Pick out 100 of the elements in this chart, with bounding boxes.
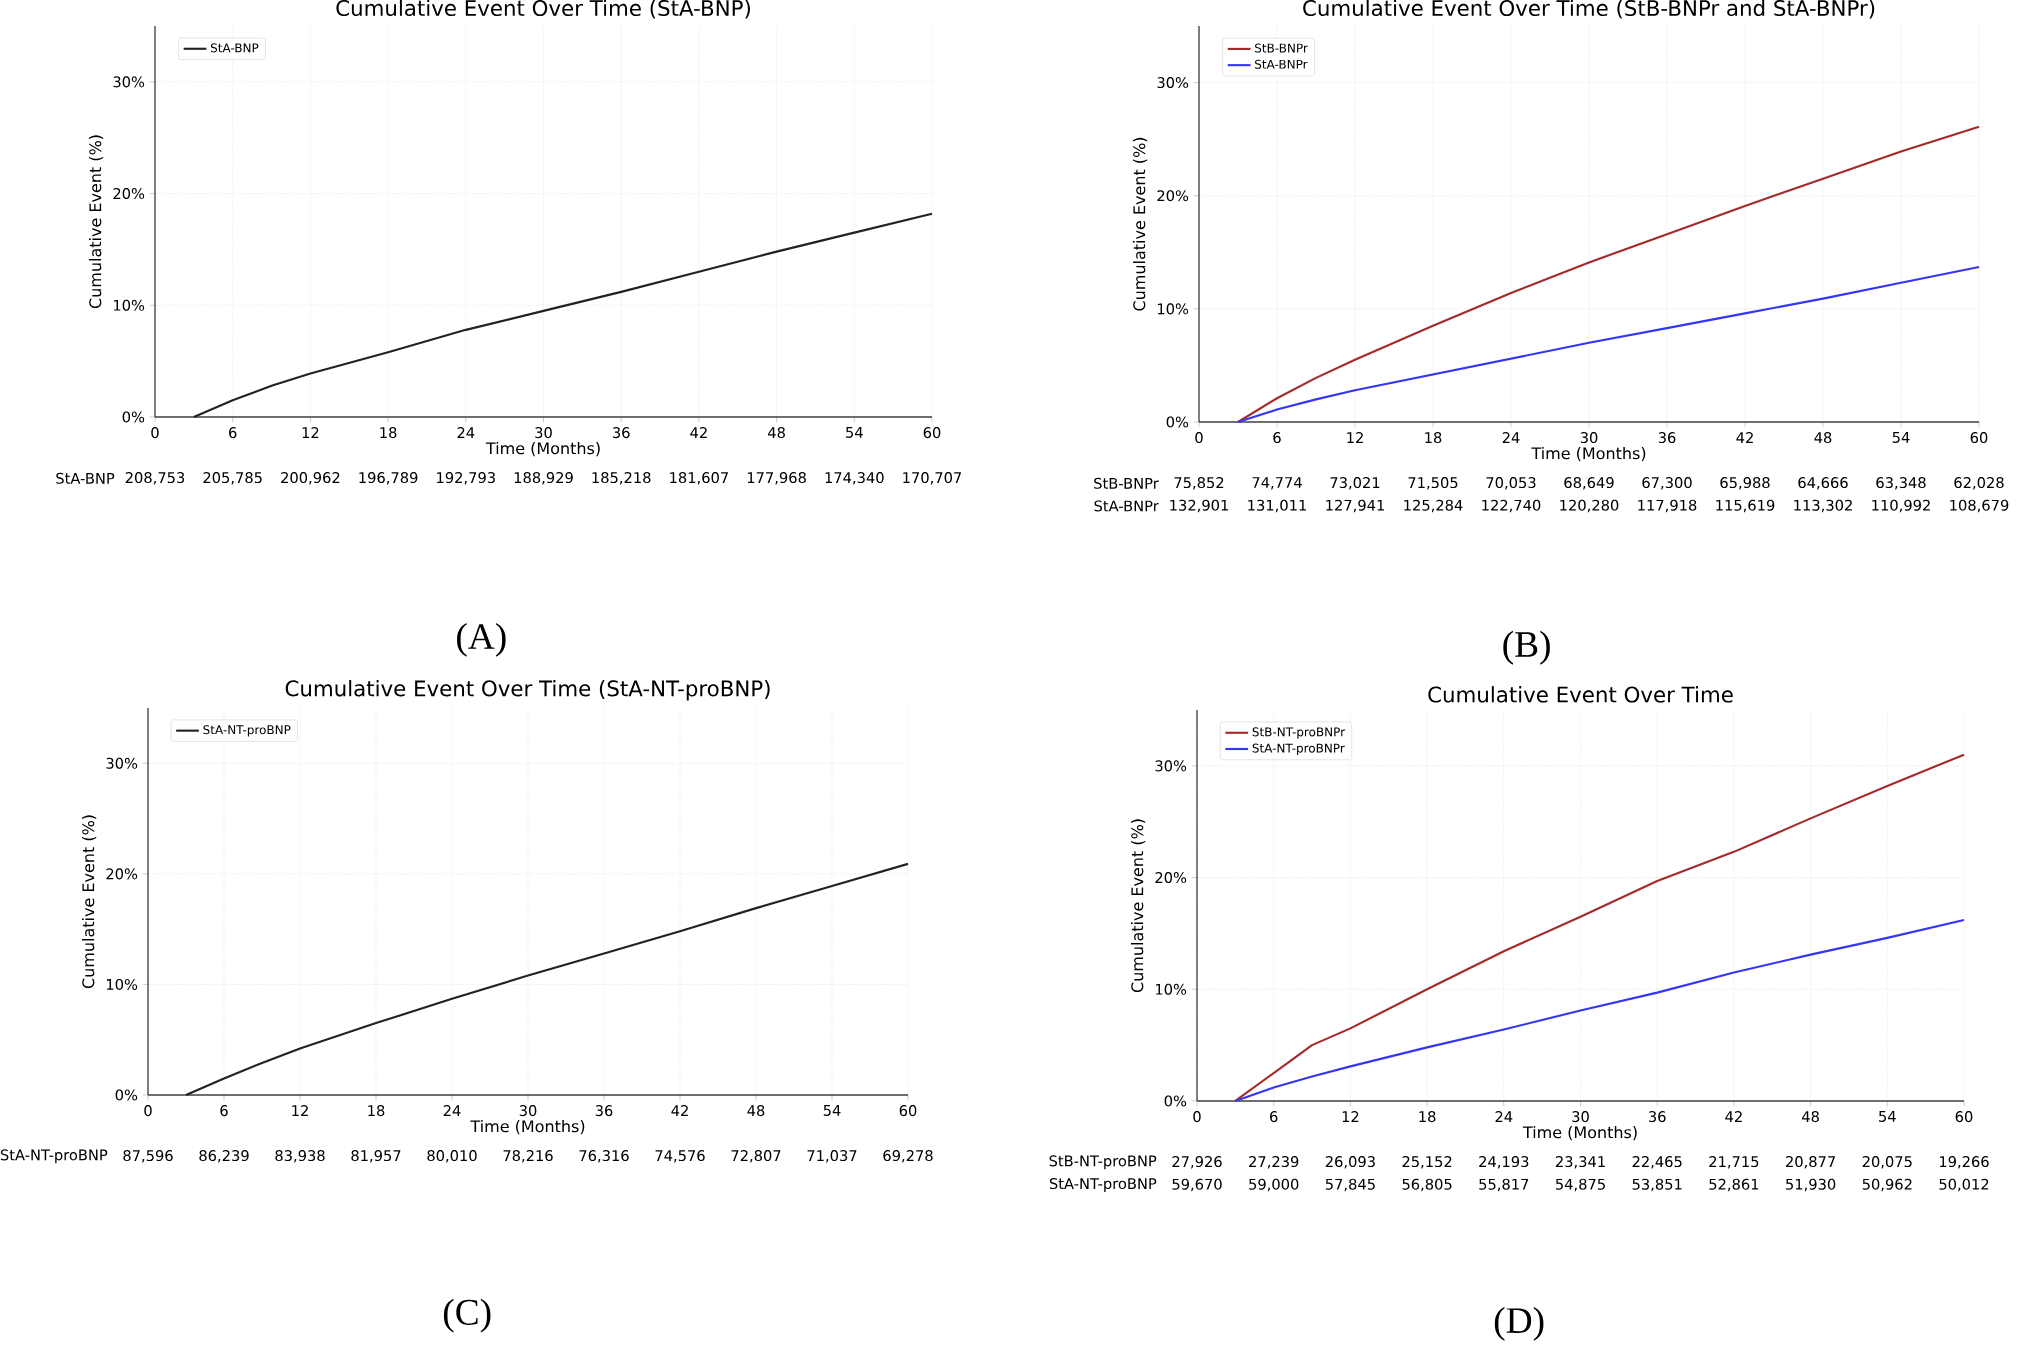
y-tick-label: 10% — [106, 978, 138, 990]
line-series — [1236, 125, 1981, 424]
text: 70,053 — [1486, 477, 1536, 490]
chart-title: Cumulative Event Over Time — [1428, 686, 1733, 703]
y-tick-label: 10% — [1155, 983, 1187, 995]
text: 19,266 — [1939, 1156, 1989, 1169]
x-tick-label: 42 — [1736, 432, 1753, 443]
text: 25,152 — [1402, 1156, 1452, 1169]
text: 83,938 — [275, 1150, 325, 1163]
text: 50,012 — [1939, 1178, 1989, 1192]
text: 127,941 — [1326, 499, 1384, 513]
text: 52,861 — [1709, 1178, 1759, 1192]
x-tick-label: 36 — [1658, 432, 1676, 444]
x-tick-label: 30 — [519, 1105, 537, 1117]
x-tick-label: 42 — [690, 427, 707, 438]
text: 188,929 — [514, 472, 573, 485]
x-tick-label: 24 — [457, 427, 475, 438]
text: (C) — [443, 1298, 491, 1333]
x-tick-label: 18 — [380, 427, 397, 439]
y-tick-label: 10% — [113, 299, 145, 311]
x-tick-label: 12 — [1347, 432, 1363, 443]
text: 205,785 — [203, 472, 262, 485]
text: 64,666 — [1798, 477, 1848, 490]
x-tick-label: 18 — [1419, 1111, 1436, 1123]
x-tick-label: 0 — [1195, 432, 1203, 444]
x-tick-label: 6 — [220, 1105, 228, 1117]
y-tick-label: 30% — [106, 757, 138, 769]
text: 200,962 — [281, 472, 340, 485]
text: 120,280 — [1560, 499, 1619, 513]
text: 132,901 — [1170, 499, 1228, 513]
text: 21,715 — [1709, 1156, 1759, 1169]
text: 24,193 — [1479, 1156, 1529, 1169]
y-tick-label: 0% — [1164, 1095, 1187, 1107]
text: 22,465 — [1632, 1156, 1682, 1169]
x-tick-label: 6 — [1273, 432, 1281, 444]
chart-title: Cumulative Event Over Time (StB-BNPr and StA-BNPr) — [1303, 0, 1875, 19]
x-tick-label: 36 — [595, 1105, 613, 1117]
x-tick-label: 24 — [1502, 432, 1520, 443]
text: 71,505 — [1408, 477, 1458, 490]
text: 86,239 — [199, 1150, 249, 1163]
text: (A) — [457, 622, 506, 657]
x-tick-label: 18 — [368, 1105, 385, 1117]
text: 108,679 — [1950, 499, 2009, 513]
text: 65,988 — [1720, 477, 1770, 490]
x-tick-label: 6 — [229, 427, 237, 439]
x-tick-label: 48 — [767, 427, 785, 439]
x-tick-label: 18 — [1425, 432, 1442, 444]
text: 81,957 — [351, 1150, 401, 1163]
x-tick-label: 36 — [1648, 1111, 1666, 1123]
text: 87,596 — [123, 1150, 173, 1163]
x-tick-label: 60 — [1955, 1111, 1973, 1123]
legend-label: StA-BNP — [210, 43, 259, 53]
x-tick-label: 30 — [535, 427, 552, 439]
x-tick-label: 48 — [747, 1105, 765, 1117]
x-tick-label: 36 — [612, 427, 630, 439]
legend-label: StB-BNPr — [1255, 43, 1308, 53]
x-tick-label: 60 — [923, 427, 941, 439]
text: (D) — [1494, 1306, 1544, 1341]
legend-label: StA-NT-proBNP — [203, 725, 291, 737]
chart-title: Cumulative Event Over Time (StA-BNP) — [336, 0, 750, 19]
text: 62,028 — [1954, 477, 2004, 490]
text: 117,918 — [1638, 499, 1697, 513]
x-tick-label: 12 — [302, 427, 319, 438]
x-tick-label: 30 — [1572, 1111, 1589, 1123]
text: 75,852 — [1174, 477, 1224, 490]
text: StB-NT-proBNP — [1049, 1155, 1157, 1170]
text: 68,649 — [1564, 477, 1614, 490]
text: 50,962 — [1862, 1178, 1912, 1192]
text: 196,789 — [359, 472, 418, 485]
x-tick-label: 24 — [1495, 1111, 1513, 1122]
text: 208,753 — [125, 472, 185, 485]
text: 74,576 — [655, 1150, 705, 1163]
x-tick-label: 24 — [443, 1105, 461, 1116]
x-tick-label: 12 — [1342, 1111, 1359, 1122]
text: 122,740 — [1482, 499, 1541, 513]
text: 69,278 — [883, 1150, 933, 1163]
y-axis-title: Cumulative Event (%) — [1130, 819, 1146, 993]
text: 72,807 — [731, 1150, 781, 1163]
text: 192,793 — [437, 472, 495, 485]
x-tick-label: 0 — [144, 1105, 152, 1117]
y-tick-label: 20% — [1155, 872, 1187, 884]
text: 27,926 — [1172, 1156, 1222, 1169]
legend-label: StA-NT-proBNPr — [1252, 743, 1345, 755]
x-tick-label: 0 — [151, 427, 159, 439]
text: 181,607 — [670, 472, 728, 485]
x-axis-title: Time (Months) — [470, 1119, 585, 1135]
y-tick-label: 0% — [1166, 416, 1189, 428]
x-tick-label: 42 — [1725, 1111, 1742, 1122]
chart-title: Cumulative Event Over Time (StA-NT-proBNP) — [285, 679, 770, 701]
line-series — [192, 212, 934, 419]
legend-label: StB-NT-proBNPr — [1252, 727, 1346, 739]
x-tick-label: 0 — [1193, 1111, 1201, 1123]
text: StA-NT-proBNP — [0, 1149, 108, 1164]
x-axis-title: Time (Months) — [485, 441, 600, 457]
text: 51,930 — [1786, 1178, 1836, 1192]
text: 54,875 — [1555, 1178, 1605, 1192]
text: 20,075 — [1862, 1156, 1912, 1169]
text: StA-BNP — [56, 472, 115, 484]
text: 115,619 — [1716, 499, 1775, 513]
y-tick-label: 0% — [115, 1089, 138, 1101]
